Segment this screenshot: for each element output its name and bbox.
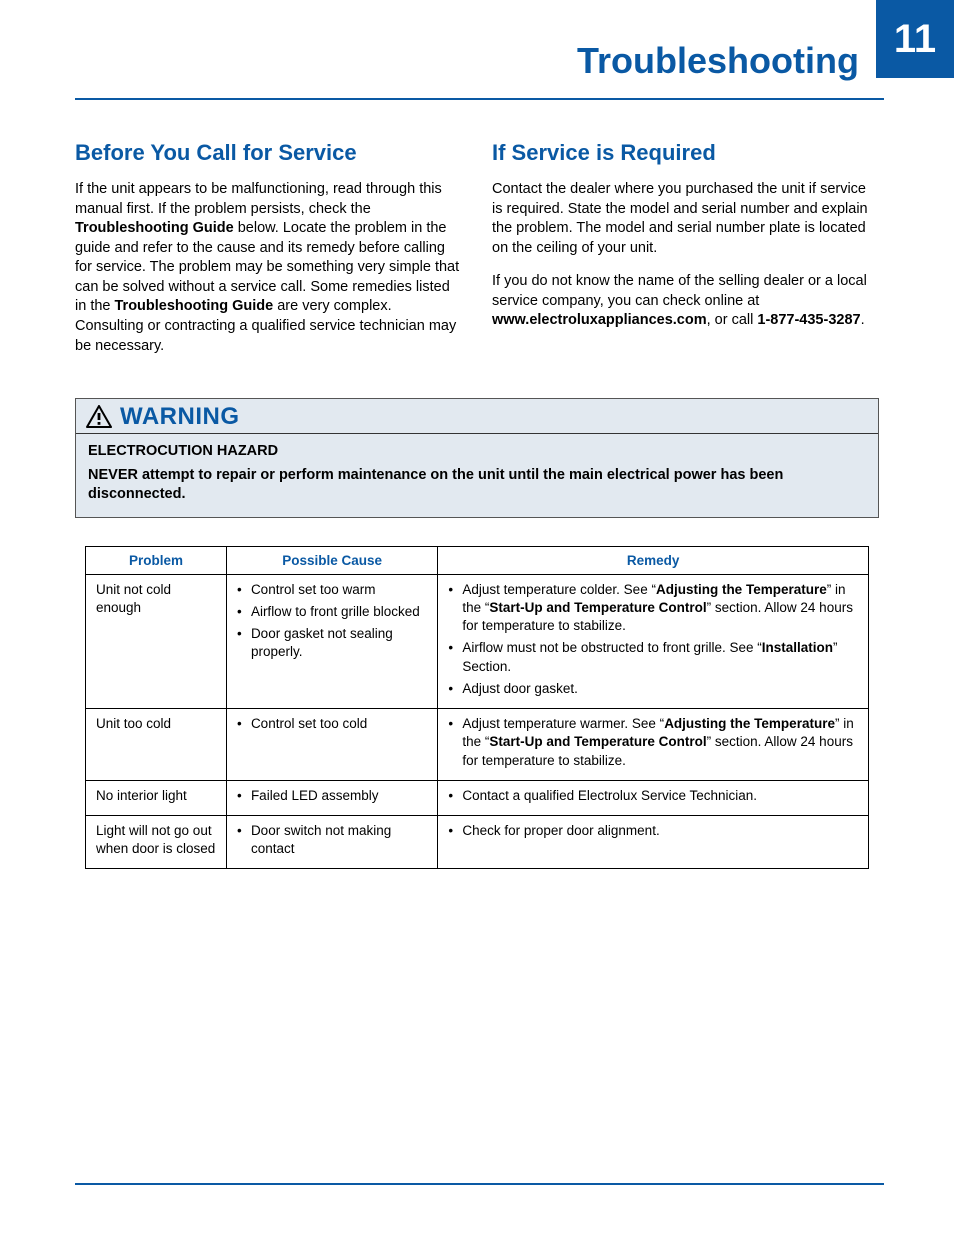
table-row: Unit not cold enoughControl set too warm… bbox=[86, 574, 869, 708]
cause-cell: Failed LED assembly bbox=[226, 780, 437, 815]
problem-cell: Unit not cold enough bbox=[86, 574, 227, 708]
cause-item: Door gasket not sealing properly. bbox=[237, 625, 427, 661]
problem-cell: Unit too cold bbox=[86, 709, 227, 781]
warning-box: WARNING ELECTROCUTION HAZARD NEVER attem… bbox=[75, 398, 879, 518]
required-p1: Contact the dealer where you purchased t… bbox=[492, 180, 879, 258]
intro-columns: Before You Call for Service If the unit … bbox=[75, 140, 879, 370]
text: If the unit appears to be malfunctioning… bbox=[75, 181, 442, 217]
col-remedy: Remedy bbox=[438, 546, 869, 574]
cause-cell: Control set too warm Airflow to front gri… bbox=[226, 574, 437, 708]
warning-header: WARNING bbox=[76, 399, 878, 434]
phone-number: 1-877-435-3287 bbox=[757, 312, 860, 328]
service-required-section: If Service is Required Contact the deale… bbox=[492, 140, 879, 370]
col-problem: Problem bbox=[86, 546, 227, 574]
problem-cell: No interior light bbox=[86, 780, 227, 815]
col-cause: Possible Cause bbox=[226, 546, 437, 574]
cause-cell: Door switch not making contact bbox=[226, 815, 437, 868]
page-number: 11 bbox=[876, 0, 954, 78]
website-url: www.electroluxappliances.com bbox=[492, 312, 707, 328]
text: If you do not know the name of the selli… bbox=[492, 273, 867, 309]
remedy-item: Adjust temperature colder. See “Adjustin… bbox=[448, 581, 858, 636]
before-paragraph: If the unit appears to be malfunctioning… bbox=[75, 180, 462, 356]
remedy-item: Contact a qualified Electrolux Service T… bbox=[448, 787, 858, 805]
cause-item: Airflow to front grille blocked bbox=[237, 603, 427, 621]
text: . bbox=[861, 312, 865, 328]
page-title: Troubleshooting bbox=[577, 40, 859, 88]
cause-item: Control set too cold bbox=[237, 715, 427, 733]
warning-label: WARNING bbox=[120, 403, 240, 431]
table-row: Unit too cold Control set too cold Adjust … bbox=[86, 709, 869, 781]
required-heading: If Service is Required bbox=[492, 140, 879, 166]
problem-cell: Light will not go out when door is close… bbox=[86, 815, 227, 868]
warning-body: ELECTROCUTION HAZARD NEVER attempt to re… bbox=[76, 434, 878, 517]
bold-text: Troubleshooting Guide bbox=[75, 220, 234, 236]
before-heading: Before You Call for Service bbox=[75, 140, 462, 166]
remedy-cell: Check for proper door alignment. bbox=[438, 815, 869, 868]
header-rule bbox=[75, 98, 884, 100]
hazard-title: ELECTROCUTION HAZARD bbox=[88, 442, 866, 462]
table-row: No interior light Failed LED assembly Cont… bbox=[86, 780, 869, 815]
remedy-item: Airflow must not be obstructed to front … bbox=[448, 639, 858, 675]
remedy-cell: Adjust temperature colder. See “Adjustin… bbox=[438, 574, 869, 708]
page-container: Troubleshooting 11 Before You Call for S… bbox=[0, 0, 954, 1235]
bold-text: Troubleshooting Guide bbox=[115, 298, 274, 314]
table-header-row: Problem Possible Cause Remedy bbox=[86, 546, 869, 574]
footer-rule bbox=[75, 1183, 884, 1185]
remedy-cell: Contact a qualified Electrolux Service T… bbox=[438, 780, 869, 815]
cause-item: Failed LED assembly bbox=[237, 787, 427, 805]
text: , or call bbox=[707, 312, 758, 328]
remedy-item: Adjust door gasket. bbox=[448, 680, 858, 698]
warning-triangle-icon bbox=[86, 405, 112, 429]
hazard-text: NEVER attempt to repair or perform maint… bbox=[88, 466, 866, 505]
table-body: Unit not cold enoughControl set too warm… bbox=[86, 574, 869, 869]
required-p2: If you do not know the name of the selli… bbox=[492, 272, 879, 331]
remedy-item: Check for proper door alignment. bbox=[448, 822, 858, 840]
table-row: Light will not go out when door is close… bbox=[86, 815, 869, 868]
cause-item: Door switch not making contact bbox=[237, 822, 427, 858]
cause-item: Control set too warm bbox=[237, 581, 427, 599]
remedy-item: Adjust temperature warmer. See “Adjustin… bbox=[448, 715, 858, 770]
before-service-section: Before You Call for Service If the unit … bbox=[75, 140, 462, 370]
page-header: Troubleshooting 11 bbox=[75, 40, 879, 88]
remedy-cell: Adjust temperature warmer. See “Adjustin… bbox=[438, 709, 869, 781]
troubleshooting-table: Problem Possible Cause Remedy Unit not c… bbox=[85, 546, 869, 870]
cause-cell: Control set too cold bbox=[226, 709, 437, 781]
